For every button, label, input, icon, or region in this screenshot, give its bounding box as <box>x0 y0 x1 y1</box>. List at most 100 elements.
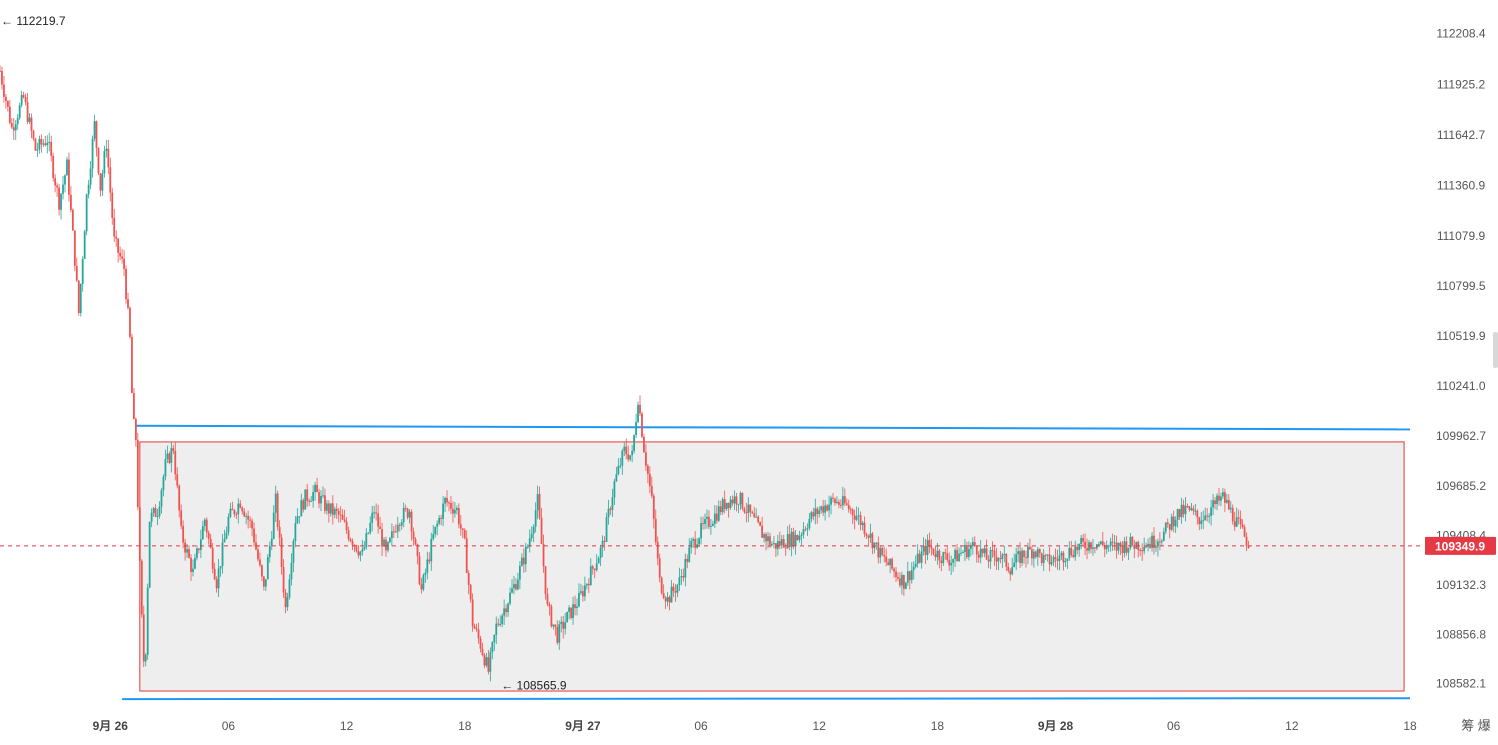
upper-trendline[interactable] <box>135 424 1411 431</box>
candle-body <box>430 538 433 562</box>
candle-body <box>373 512 376 514</box>
candle-body <box>286 597 289 608</box>
candle-body <box>414 539 417 545</box>
candle-body <box>1021 550 1023 563</box>
candle-body <box>755 516 758 518</box>
candle-body <box>190 557 192 572</box>
candle-body <box>1117 542 1120 551</box>
candle-body <box>725 502 728 510</box>
candle-body <box>615 474 618 482</box>
candle-body <box>1009 570 1012 575</box>
candle-body <box>591 566 594 569</box>
candle-body <box>101 173 104 191</box>
candle-body <box>684 558 687 578</box>
range-box[interactable] <box>139 441 1405 692</box>
candle-body <box>1013 562 1016 568</box>
candle-body <box>432 534 435 539</box>
candle-body <box>572 604 574 618</box>
candle-body <box>274 493 277 513</box>
candle-body <box>729 499 732 508</box>
low-price-annotation: ← 108565.9 <box>501 678 567 692</box>
candle-body <box>164 458 167 477</box>
candle-body <box>259 559 261 566</box>
candle-body <box>633 435 636 451</box>
x-axis: 9月 26 06 12 18 9月 27 06 12 18 9月 28 06 12 18 筹 爆 <box>93 718 1491 733</box>
candle-body <box>708 516 710 527</box>
candle-body <box>93 121 96 139</box>
candle-body <box>715 513 718 521</box>
candle-body <box>629 455 632 460</box>
candle-body <box>276 493 279 527</box>
candle-body <box>367 532 370 534</box>
y-tick-label: 110799.5 <box>1436 279 1485 293</box>
candle-body <box>16 118 19 125</box>
candle-body <box>1121 545 1124 554</box>
candle-body <box>924 545 927 555</box>
candle-body <box>207 532 210 539</box>
candle-body <box>390 531 393 539</box>
candle-body <box>1125 541 1128 553</box>
candle-body <box>138 507 141 561</box>
candle-body <box>1157 541 1159 547</box>
candle-body <box>201 526 204 540</box>
trendline-layer <box>122 424 1411 701</box>
candle-body <box>505 608 508 613</box>
candle-body <box>197 548 200 551</box>
candle-body <box>680 576 683 578</box>
candle-body <box>477 629 480 639</box>
candle-body <box>611 497 614 510</box>
y-tick-label: 110519.9 <box>1436 329 1485 343</box>
candle-body <box>62 184 64 194</box>
candle-body <box>855 516 858 520</box>
candle-body <box>713 513 716 524</box>
candle-body <box>1160 540 1163 542</box>
candle-body <box>227 516 230 533</box>
candle-body <box>960 552 962 554</box>
candle-body <box>268 545 271 558</box>
candle-body <box>583 585 586 597</box>
candle-body <box>1155 546 1157 548</box>
candle-body <box>32 130 35 139</box>
candle-body <box>1052 557 1055 563</box>
candle-body <box>580 591 582 593</box>
candle-body <box>1056 558 1059 561</box>
high-price-annotation: ← 112219.7 <box>1 14 66 28</box>
candle-body <box>717 506 720 521</box>
candle-body <box>686 558 689 562</box>
candle-body <box>906 571 909 583</box>
candle-body <box>899 578 901 586</box>
candle-body <box>331 503 334 515</box>
candle-body <box>794 534 797 547</box>
candle-body <box>1042 555 1045 563</box>
candle-body <box>121 256 123 259</box>
x-tick-label: 18 <box>931 719 945 733</box>
candle-body <box>194 557 196 569</box>
scroll-handle[interactable] <box>1493 332 1498 368</box>
lower-trendline[interactable] <box>122 697 1411 701</box>
candle-body <box>1072 555 1075 557</box>
candle-body <box>1231 507 1234 522</box>
candle-body <box>650 486 653 496</box>
corner-label[interactable]: 筹 爆 <box>1461 718 1491 733</box>
candle-body <box>160 490 163 507</box>
candle-body <box>302 500 305 510</box>
candle-body <box>1030 549 1033 559</box>
candle-body <box>1141 550 1144 552</box>
candle-body <box>306 489 309 501</box>
y-tick-label: 109132.3 <box>1436 578 1486 592</box>
candle-body <box>1001 554 1004 560</box>
candle-body <box>778 541 781 546</box>
candle-body <box>396 524 399 532</box>
candle-body <box>739 492 742 505</box>
candle-body <box>1133 544 1136 549</box>
candle-body <box>700 523 702 539</box>
candle-body <box>119 252 122 257</box>
candle-body <box>217 568 220 589</box>
candle-body <box>361 549 364 552</box>
candle-body <box>822 506 825 513</box>
candle-body <box>1194 510 1197 512</box>
candle-body <box>690 540 693 548</box>
candle-body <box>351 541 354 546</box>
